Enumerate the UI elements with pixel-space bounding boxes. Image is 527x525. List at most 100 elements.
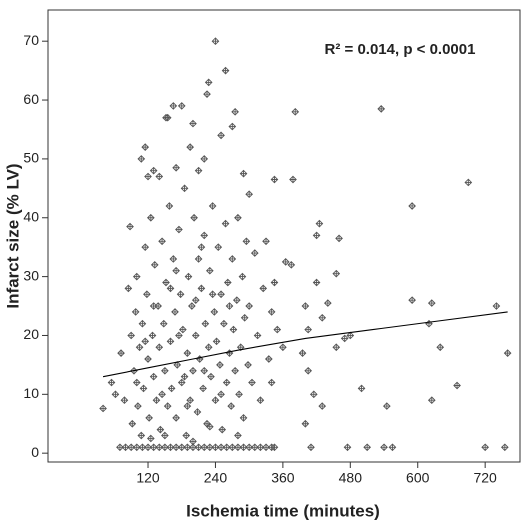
point <box>107 378 116 387</box>
point <box>127 331 135 340</box>
point <box>298 349 307 357</box>
x-tick-label: 360 <box>271 470 295 486</box>
point <box>141 243 150 252</box>
point <box>287 261 296 269</box>
point <box>256 396 265 405</box>
point <box>318 402 327 410</box>
point <box>281 258 290 266</box>
point <box>332 343 341 352</box>
point <box>217 131 225 140</box>
point <box>211 396 220 405</box>
y-tick-label: 20 <box>23 326 39 342</box>
point <box>240 313 249 322</box>
fit-line <box>102 311 508 378</box>
point <box>172 414 180 422</box>
point <box>228 255 237 263</box>
point <box>388 443 397 452</box>
point <box>134 402 142 410</box>
point <box>270 278 279 287</box>
point <box>176 290 185 299</box>
point <box>211 37 220 46</box>
point <box>377 105 386 113</box>
point <box>231 107 239 116</box>
x-tick-label: 120 <box>136 470 160 486</box>
point <box>155 343 164 352</box>
point <box>234 213 242 222</box>
point <box>177 378 186 387</box>
point <box>177 102 186 110</box>
point <box>309 390 318 399</box>
point <box>155 172 164 181</box>
point <box>357 384 366 393</box>
point <box>135 343 144 352</box>
point <box>225 302 234 310</box>
point <box>382 402 391 410</box>
x-tick-label: 600 <box>406 470 430 486</box>
point <box>201 319 210 328</box>
annotation: R² = 0.014, p < 0.0001 <box>325 41 476 58</box>
point <box>146 213 155 222</box>
point <box>315 219 324 228</box>
point <box>159 319 168 328</box>
point <box>199 384 207 393</box>
point <box>239 169 248 178</box>
point <box>175 331 183 340</box>
point <box>221 219 230 228</box>
point <box>279 343 287 352</box>
point <box>197 243 206 252</box>
point <box>179 325 187 334</box>
point <box>145 414 153 422</box>
point <box>301 419 310 428</box>
point <box>188 302 196 310</box>
point <box>408 202 416 210</box>
point <box>363 443 371 452</box>
point <box>158 390 166 399</box>
point <box>146 434 155 443</box>
point <box>191 296 200 304</box>
point <box>503 349 512 357</box>
point <box>99 404 107 413</box>
y-tick-label: 40 <box>23 208 39 224</box>
point <box>138 319 147 328</box>
point <box>184 272 193 281</box>
point <box>180 372 189 381</box>
point <box>210 308 219 316</box>
point <box>126 222 134 231</box>
x-tick-label: 480 <box>339 470 363 486</box>
point <box>267 308 276 316</box>
point <box>194 166 203 175</box>
point <box>161 431 169 440</box>
point <box>183 349 192 357</box>
point <box>182 431 191 440</box>
point <box>221 66 230 75</box>
point <box>234 431 242 440</box>
point <box>175 225 183 234</box>
point <box>137 155 146 163</box>
point <box>291 107 300 116</box>
point <box>481 443 489 452</box>
y-tick-label: 0 <box>31 444 39 460</box>
point <box>191 331 200 340</box>
point <box>242 237 251 246</box>
point <box>492 302 501 310</box>
point <box>172 266 180 275</box>
point <box>245 302 253 310</box>
point <box>139 384 148 393</box>
point <box>117 349 125 357</box>
point <box>253 331 262 340</box>
point <box>216 361 224 369</box>
point <box>186 143 194 151</box>
x-tick-label: 240 <box>204 470 228 486</box>
point <box>150 261 159 269</box>
point <box>380 443 388 452</box>
point <box>189 119 197 128</box>
point <box>273 325 282 334</box>
point <box>235 390 243 399</box>
point <box>464 178 473 187</box>
point <box>270 175 279 184</box>
point <box>259 284 268 293</box>
point <box>200 231 209 240</box>
point <box>167 384 176 393</box>
point <box>318 313 327 322</box>
point <box>232 296 241 304</box>
